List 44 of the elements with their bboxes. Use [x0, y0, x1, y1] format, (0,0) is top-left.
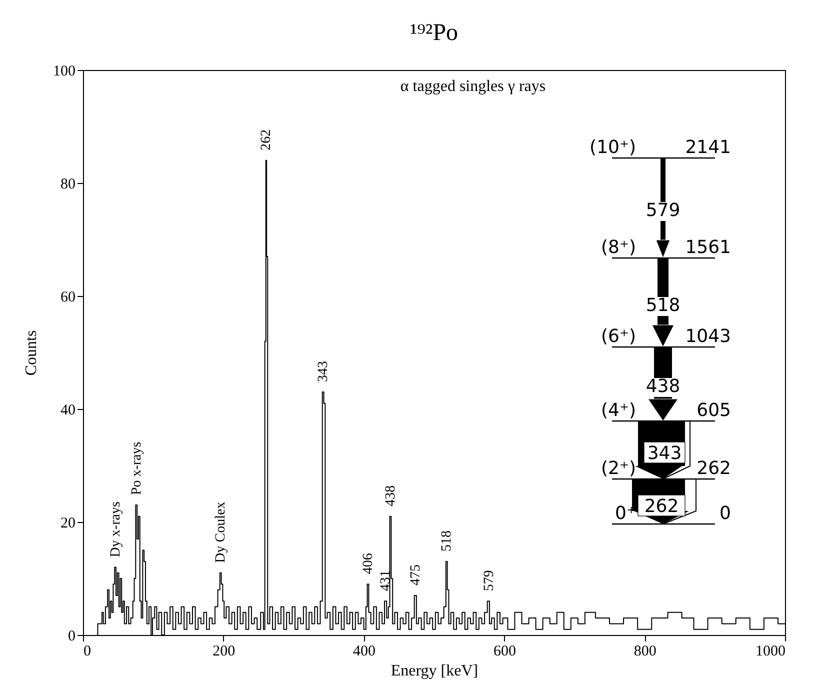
- x-tick-label: 600: [493, 644, 516, 660]
- y-tick-label: 0: [68, 628, 76, 644]
- annotation: 262: [644, 496, 679, 517]
- x-tick-label: 1000: [756, 644, 786, 660]
- annotation: (4⁺): [601, 400, 636, 421]
- annotation: (8⁺): [601, 237, 636, 258]
- y-tick-label: 100: [53, 64, 76, 80]
- y-tick-label: 80: [60, 176, 76, 192]
- y-tick-label: 60: [60, 290, 76, 306]
- annotation: 518: [646, 295, 680, 316]
- x-tick-label: 800: [634, 644, 656, 660]
- annotation: Po x-rays: [129, 442, 144, 496]
- annotation: (6⁺): [601, 326, 636, 347]
- annotation: 0: [720, 503, 731, 524]
- annotation: α tagged singles γ rays: [400, 78, 546, 95]
- y-axis-title: Counts: [23, 330, 40, 376]
- annotation: Dy x-rays: [108, 502, 124, 558]
- annotation: (10⁺): [590, 137, 636, 158]
- annotation: 1043: [685, 326, 731, 347]
- y-tick-label: 20: [60, 516, 76, 532]
- annotation: 343: [316, 361, 332, 382]
- annotation: 1561: [685, 237, 731, 258]
- chart-title: ¹⁹²Po: [410, 20, 458, 46]
- annotation: 475: [408, 564, 424, 586]
- annotation: 431: [378, 570, 394, 592]
- x-tick-label: 0: [84, 644, 91, 660]
- annotation: 438: [383, 485, 398, 506]
- annotation: 343: [647, 443, 682, 464]
- annotation: Dy Coulex: [214, 502, 229, 563]
- x-tick-label: 200: [212, 644, 236, 660]
- annotation: 579: [646, 200, 680, 221]
- annotation: 262: [696, 458, 731, 479]
- annotation: 605: [696, 400, 731, 421]
- annotation: 0⁺: [615, 503, 636, 524]
- annotation: 2141: [685, 137, 731, 158]
- annotation: 518: [440, 530, 455, 552]
- annotation: (2⁺): [601, 458, 636, 479]
- annotation: 262: [259, 129, 274, 150]
- x-axis-title: Energy [keV]: [390, 662, 478, 680]
- annotation: 406: [361, 553, 376, 574]
- annotation: 438: [646, 376, 680, 397]
- y-tick-label: 40: [60, 402, 76, 418]
- x-tick-label: 400: [353, 644, 376, 660]
- annotation: 579: [482, 570, 497, 592]
